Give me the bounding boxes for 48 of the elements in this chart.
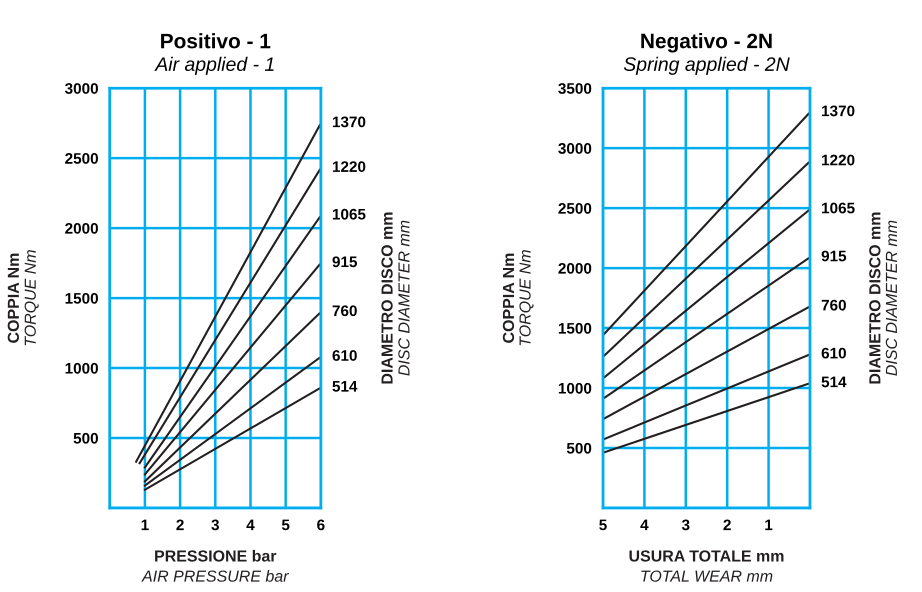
y-tick-label: 2000 xyxy=(558,262,592,274)
y-tick-label: 2500 xyxy=(558,203,592,214)
x-tick-label: 5 xyxy=(282,520,290,530)
series-label: 610 xyxy=(822,348,846,359)
y-tick-label: 1000 xyxy=(558,382,592,394)
x-axis-title: PRESSIONE bar AIR PRESSURE bar xyxy=(141,550,290,582)
y-tick-label: 1500 xyxy=(66,292,98,304)
x-tick-label: 6 xyxy=(317,519,325,530)
x-tick-label: 3 xyxy=(682,519,690,530)
y-tick-label: 500 xyxy=(566,442,592,454)
y-tick-label: 3000 xyxy=(558,143,592,154)
y2-axis-title: DIAMETRO DISCO mm DISC DIAMETER mm xyxy=(381,212,410,384)
series-label: 1065 xyxy=(822,202,855,214)
y-tick-label: 1000 xyxy=(66,362,98,374)
chart-title: Negativo - 2N xyxy=(641,33,772,53)
y2-axis-title: DIAMETRO DISCO mm DISC DIAMETER mm xyxy=(869,212,898,384)
series-label: 610 xyxy=(332,350,357,361)
series-label: 1065 xyxy=(332,208,366,220)
y-axis-title: COPPIA Nm TORQUE Nm xyxy=(502,250,534,346)
x-axis-title: USURA TOTALE mm TOTAL WEAR mm xyxy=(629,550,784,582)
x-tick-label: 1 xyxy=(765,520,772,530)
x-tick-label: 5 xyxy=(599,520,607,530)
chart-title: Positivo - 1 xyxy=(161,33,270,48)
y-tick-label: 3500 xyxy=(558,83,592,94)
series-label: 760 xyxy=(332,305,357,316)
series-label: 514 xyxy=(332,381,358,392)
x-tick-label: 1 xyxy=(142,520,149,530)
y-tick-label: 2000 xyxy=(65,222,98,234)
chart-subtitle: Air applied - 1 xyxy=(154,56,274,75)
y-tick-label: 1500 xyxy=(558,322,592,334)
x-tick-label: 2 xyxy=(723,519,731,530)
chart-subtitle: Spring applied - 2N xyxy=(624,56,790,75)
y-tick-label: 500 xyxy=(74,432,98,444)
x-tick-label: 4 xyxy=(246,520,255,530)
x-tick-label: 3 xyxy=(211,519,219,530)
x-tick-label: 4 xyxy=(640,520,649,530)
y-tick-label: 3000 xyxy=(64,83,98,94)
x-tick-label: 2 xyxy=(176,519,184,530)
series-label: 1220 xyxy=(822,154,854,166)
series-label: 514 xyxy=(822,376,846,388)
series-label: 1370 xyxy=(822,105,854,116)
series-label: 760 xyxy=(822,300,846,311)
series-label: 915 xyxy=(822,250,846,262)
y-tick-label: 2500 xyxy=(65,153,98,164)
series-label: 1370 xyxy=(332,116,366,128)
series-label: 1220 xyxy=(332,161,366,172)
series-label: 915 xyxy=(332,256,358,268)
y-axis-title: COPPIA Nm TORQUE Nm xyxy=(8,250,39,346)
